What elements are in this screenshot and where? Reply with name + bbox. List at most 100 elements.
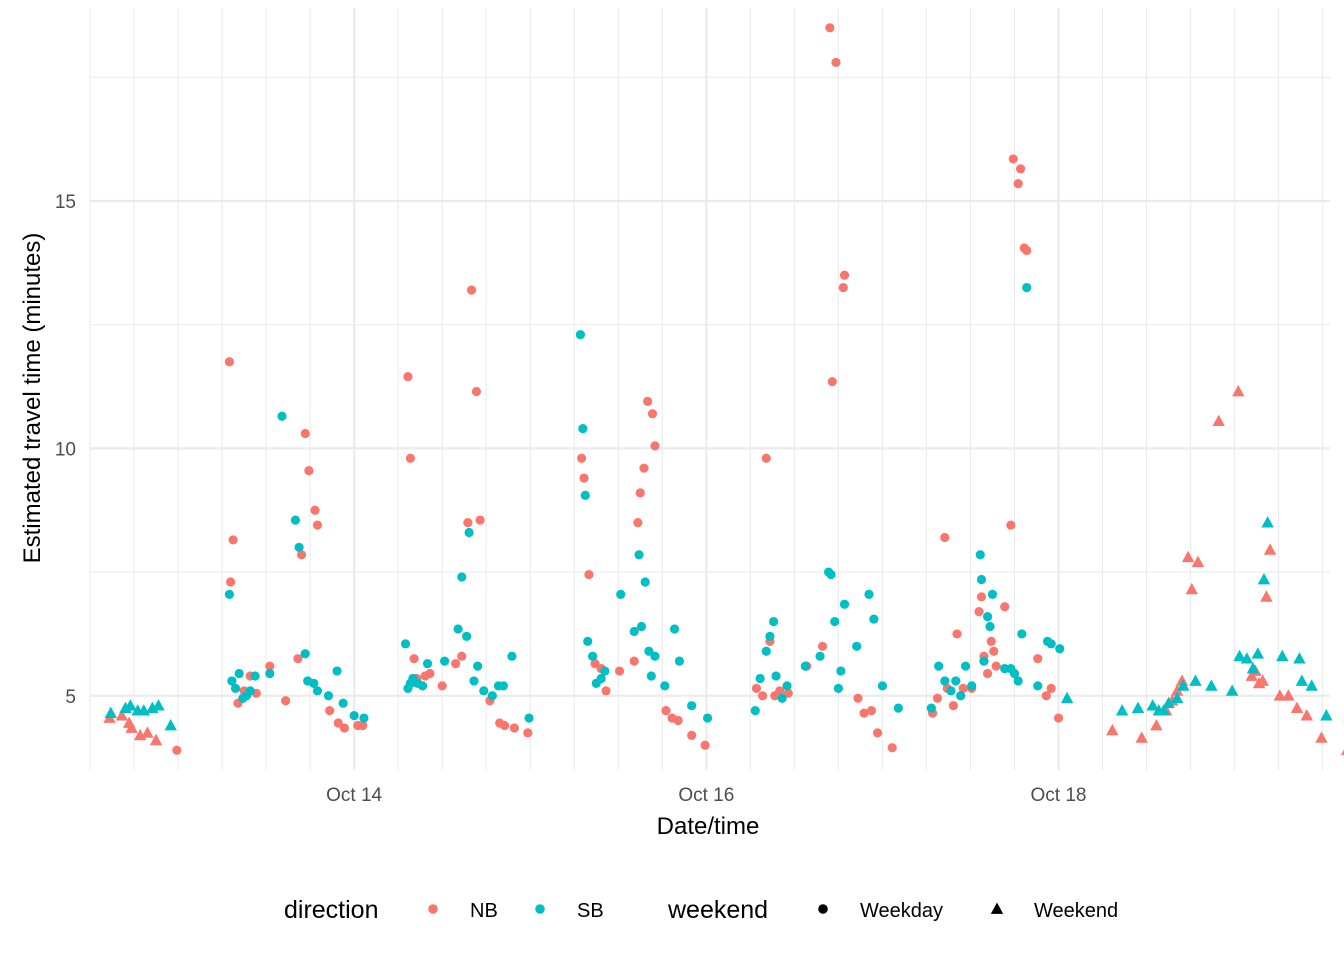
data-point-nb-weekend [141,726,154,738]
data-point-sb-weekday [982,612,993,622]
data-point-sb-weekend [1240,652,1254,664]
data-point-nb-weekday [1008,154,1018,164]
legend-title-direction: direction [284,896,379,924]
data-point-nb-weekday [471,386,482,397]
data-point-nb-weekday [405,453,415,463]
data-point-nb-weekday [333,718,343,728]
data-point-sb-weekend [1146,699,1159,711]
data-point-sb-weekday [660,681,670,691]
data-point-nb-weekday [325,706,335,716]
legend-label-weekend: Weekend [1034,900,1118,922]
data-point-sb-weekday [755,673,765,684]
data-point-sb-weekend [1257,572,1271,585]
data-point-sb-weekend [1276,649,1289,662]
data-point-nb-weekday [457,651,467,661]
data-point-sb-weekday [588,651,598,661]
data-point-sb-weekday [312,686,323,696]
data-point-sb-weekend [124,699,137,711]
data-point-sb-weekend [1177,679,1190,691]
data-point-nb-weekday [293,654,303,664]
data-point-nb-weekend [1282,689,1295,701]
data-point-sb-weekday [498,681,508,691]
data-point-sb-weekday [309,678,319,689]
data-point-sb-weekday [750,706,760,716]
data-point-sb-weekday [768,616,779,627]
data-point-sb-weekday [650,651,660,661]
data-point-sb-weekday [479,686,489,696]
data-point-sb-weekday [826,569,836,580]
data-point-sb-weekday [761,646,771,656]
data-point-sb-weekday [975,550,985,560]
data-point-nb-weekend [1232,384,1245,397]
data-points [103,23,1344,756]
data-point-sb-weekend [1261,516,1274,528]
data-point-nb-weekday [974,607,984,617]
data-point-nb-weekday [783,688,793,698]
data-point-nb-weekday [226,577,236,587]
data-point-sb-weekday [956,691,966,701]
data-point-nb-weekday [650,441,660,451]
data-point-sb-weekday [578,423,588,434]
legend-title-weekend: weekend [667,896,768,924]
data-point-sb-weekday [422,659,433,669]
data-point-sb-weekday [979,656,989,666]
data-point-nb-weekday [775,686,785,696]
data-point-sb-weekday [234,668,244,679]
data-point-nb-weekday [991,661,1001,671]
data-point-nb-weekday [831,57,841,68]
data-point-sb-weekday [1013,676,1023,686]
data-point-nb-weekday [304,466,314,476]
minor-gridlines [89,8,1330,770]
data-point-nb-weekday [1046,683,1056,693]
data-point-sb-weekday [934,661,944,671]
data-point-sb-weekday [946,686,956,696]
data-point-nb-weekday [601,686,611,696]
data-point-nb-weekday [839,270,850,280]
data-point-sb-weekend [1251,647,1265,659]
data-point-sb-weekend [1246,662,1260,674]
data-point-nb-weekend [1263,543,1277,555]
data-point-nb-weekday [647,409,658,419]
data-point-nb-weekday [339,723,349,733]
data-point-nb-weekday [887,743,897,753]
data-point-sb-weekday [852,641,862,651]
data-point-sb-weekday [951,676,961,686]
data-point-sb-weekday [224,589,235,599]
data-point-sb-weekday [877,681,888,691]
major-gridlines [90,8,1330,770]
data-point-nb-weekday [463,517,473,528]
data-point-nb-weekday [590,659,600,669]
data-point-nb-weekday [265,661,275,671]
data-point-sb-weekday [469,676,479,686]
data-point-nb-weekend [115,709,128,721]
data-point-nb-weekday [700,740,710,750]
data-point-nb-weekday [643,396,653,406]
data-point-sb-weekday [464,527,474,538]
data-point-nb-weekday [952,629,962,639]
data-point-nb-weekday [425,668,435,679]
data-point-sb-weekday [338,698,348,708]
data-point-sb-weekday [687,701,697,711]
data-point-sb-weekday [575,329,585,340]
data-point-nb-weekday [358,720,368,731]
data-point-sb-weekday [864,589,874,599]
data-point-sb-weekday [250,671,260,681]
legend-key-nb [428,904,438,914]
data-point-sb-weekend [1131,701,1145,714]
data-point-sb-weekend [1170,691,1184,704]
data-point-nb-weekday [958,683,968,693]
data-point-sb-weekday [960,661,971,671]
data-point-nb-weekday [989,646,999,656]
data-point-nb-weekday [579,473,589,483]
data-point-sb-weekend [164,718,177,731]
data-point-sb-weekend [1205,679,1218,691]
data-point-sb-weekday [893,703,903,713]
data-point-nb-weekday [932,693,943,703]
data-point-nb-weekday [1000,602,1010,612]
data-point-nb-weekend [125,721,138,733]
legend-key-weekday [818,904,828,914]
data-point-sb-weekday [277,411,287,421]
data-point-sb-weekday [473,661,483,671]
data-point-sb-weekday [836,666,846,676]
y-axis-title: Estimated travel time (minutes) [19,233,46,564]
